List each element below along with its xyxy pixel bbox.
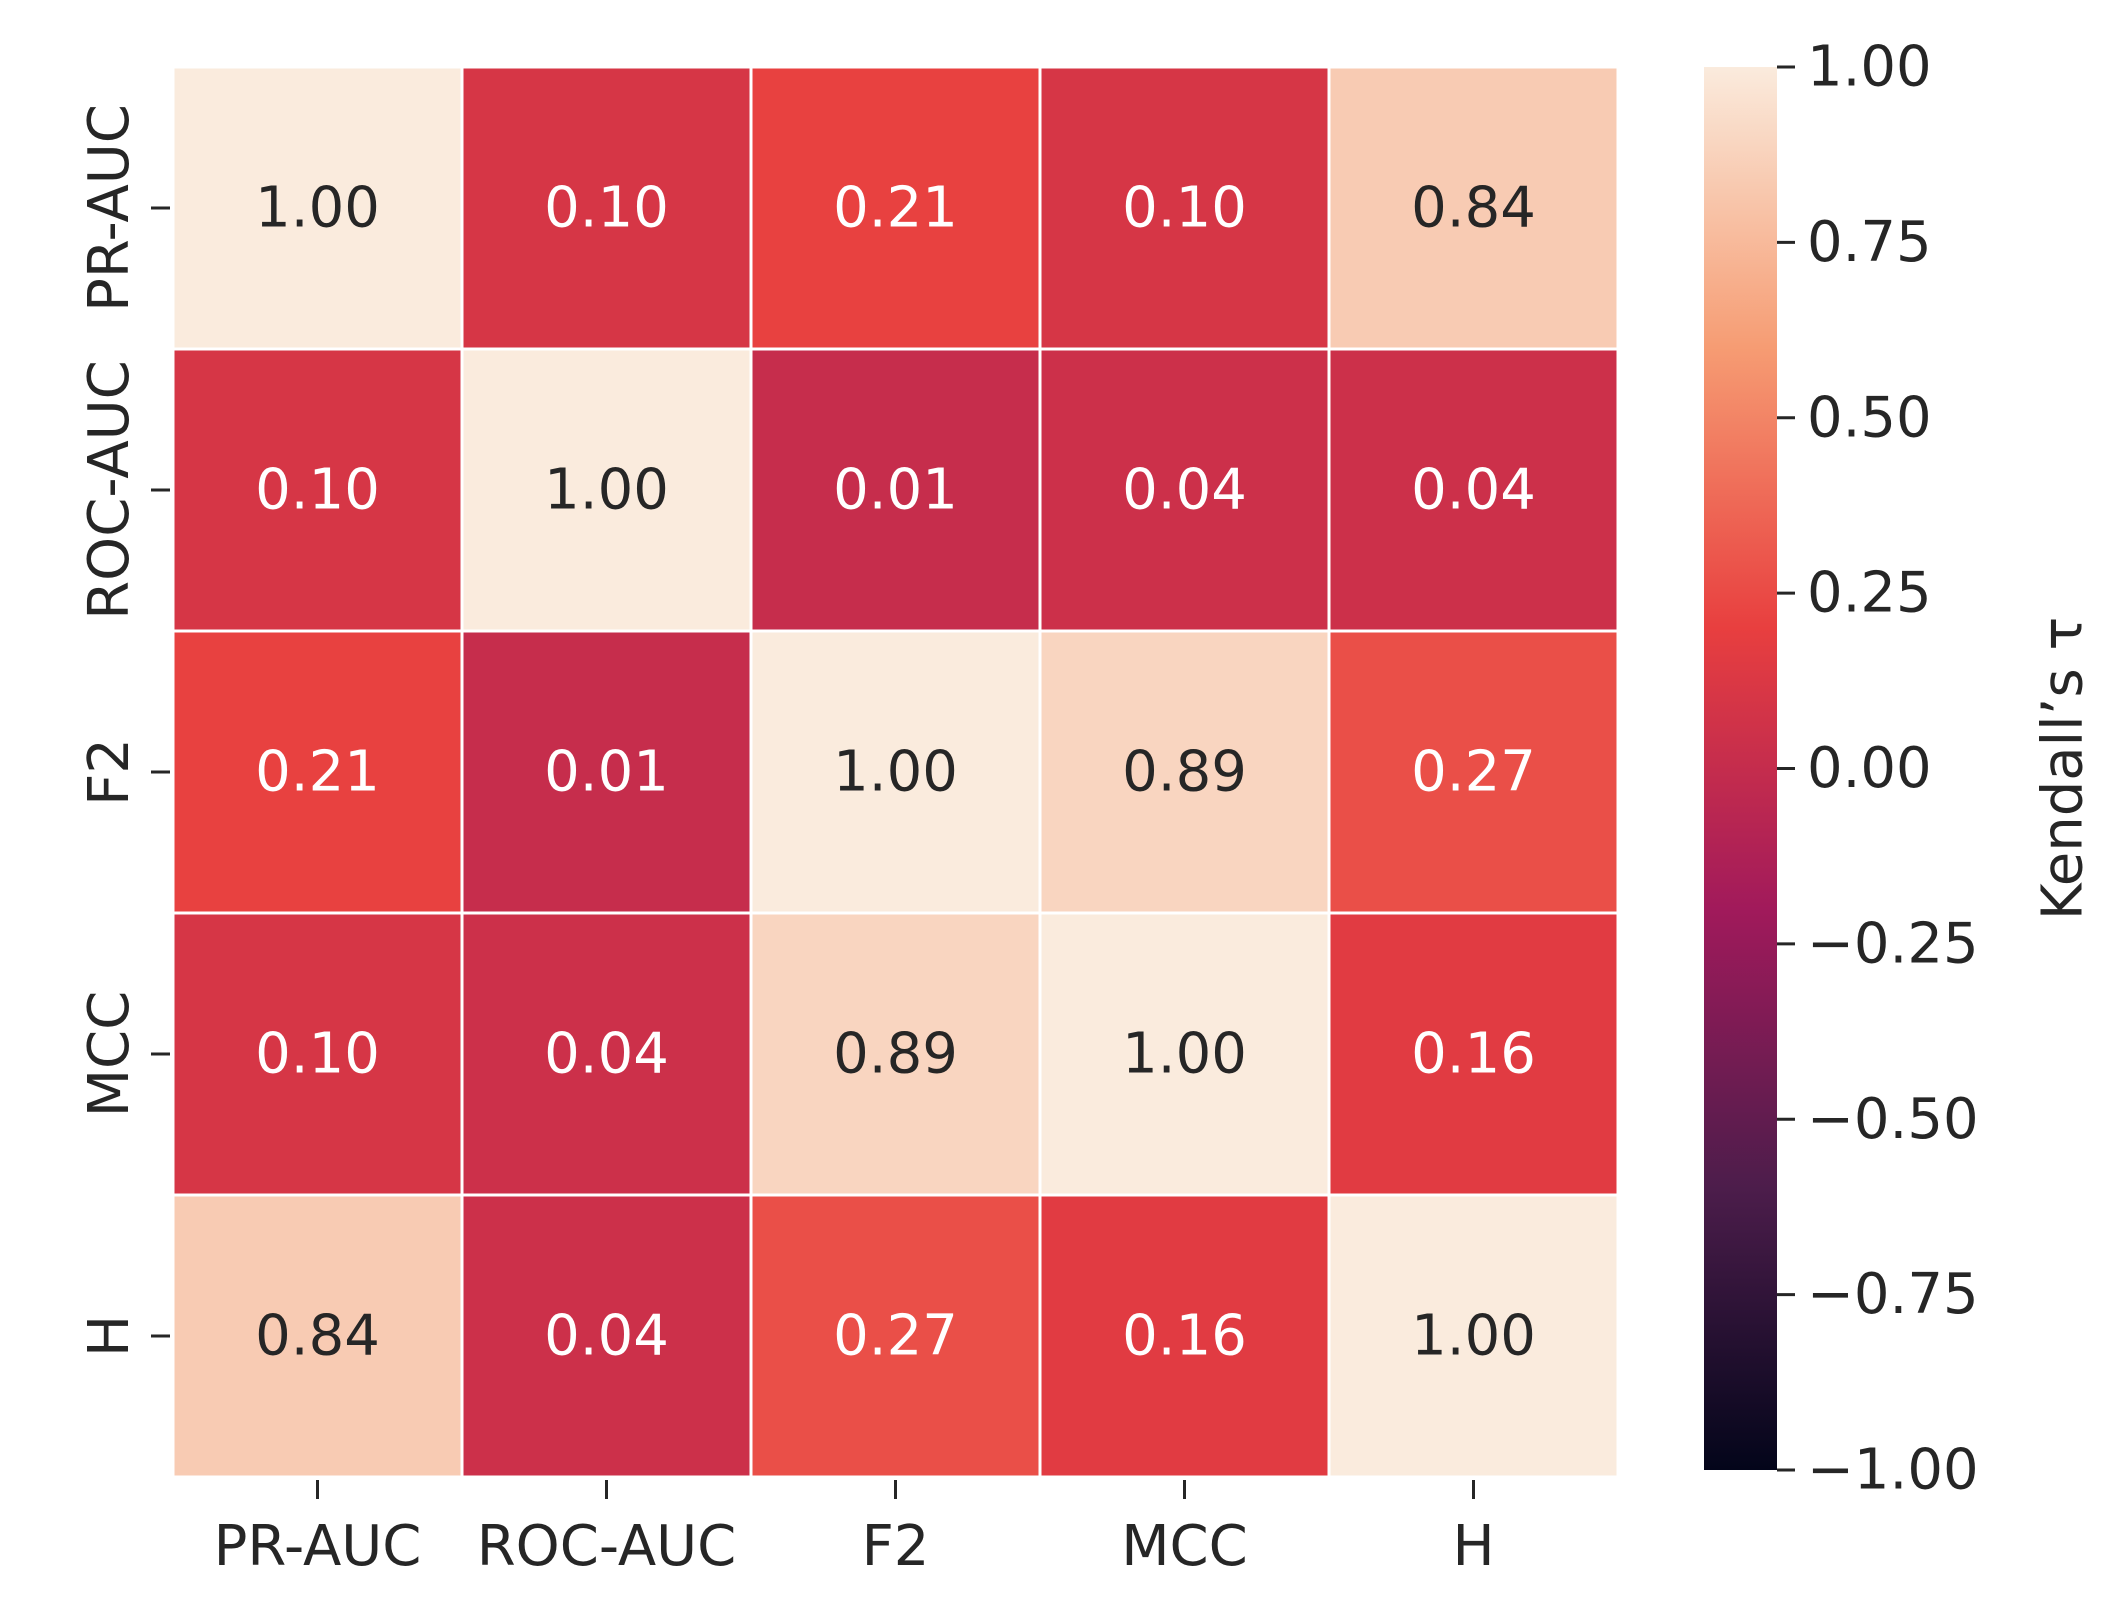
cell-value-label: 0.10 bbox=[1122, 176, 1247, 241]
y-tick-label-f2: F2 bbox=[77, 738, 142, 806]
heatmap-cell-mcc-pr-auc bbox=[171, 911, 464, 1197]
cell-value-label: 0.01 bbox=[544, 740, 669, 805]
y-axis: PR-AUC ROC-AUC F2 MCC H bbox=[77, 104, 170, 1357]
heatmap-cell-mcc-roc-auc bbox=[460, 911, 753, 1197]
cell-value-label: 0.16 bbox=[1122, 1304, 1247, 1369]
heatmap-cell-f2-mcc bbox=[1038, 629, 1331, 915]
y-tick-label-pr-auc: PR-AUC bbox=[77, 104, 142, 312]
x-tick-label-f2: F2 bbox=[862, 1514, 930, 1579]
colorbar-tick-label: −1.00 bbox=[1807, 1438, 1979, 1503]
colorbar-tick-label: −0.75 bbox=[1807, 1262, 1979, 1327]
colorbar-tick-label: 0.50 bbox=[1807, 385, 1932, 450]
cell-value-label: 0.04 bbox=[1122, 458, 1247, 523]
colorbar-tick-label: −0.25 bbox=[1807, 911, 1979, 976]
cell-value-label: 0.27 bbox=[1411, 740, 1536, 805]
y-tick-label-h: H bbox=[77, 1315, 142, 1357]
cell-value-label: 0.04 bbox=[544, 1022, 669, 1087]
cell-value-label: 1.00 bbox=[1122, 1022, 1247, 1087]
heatmap-cell-pr-auc-pr-auc bbox=[171, 65, 464, 351]
heatmap-cell-h-h bbox=[1327, 1193, 1620, 1479]
colorbar-label: Kendall’s τ bbox=[2031, 617, 2096, 920]
cell-value-label: 0.10 bbox=[544, 176, 669, 241]
colorbar-tick-label: 0.25 bbox=[1807, 561, 1932, 626]
heatmap-cell-roc-auc-f2 bbox=[749, 347, 1042, 633]
heatmap-cell-pr-auc-mcc bbox=[1038, 65, 1331, 351]
heatmap-cell-h-pr-auc bbox=[171, 1193, 464, 1479]
y-tick-label-mcc: MCC bbox=[77, 991, 142, 1118]
heatmap-cell-pr-auc-roc-auc bbox=[460, 65, 753, 351]
heatmap-cell-h-roc-auc bbox=[460, 1193, 753, 1479]
x-tick-label-roc-auc: ROC-AUC bbox=[477, 1514, 736, 1579]
colorbar: 1.00 0.75 0.50 0.25 0.00 −0.25 −0.50 −0.75 −1.00… bbox=[1704, 35, 2096, 1503]
heatmap-cell-roc-auc-h bbox=[1327, 347, 1620, 633]
heatmap-cell-f2-f2 bbox=[749, 629, 1042, 915]
cell-value-label: 0.04 bbox=[1411, 458, 1536, 523]
heatmap-cell-mcc-f2 bbox=[749, 911, 1042, 1197]
heatmap-cell-mcc-h bbox=[1327, 911, 1620, 1197]
colorbar-tick-label: 0.75 bbox=[1807, 210, 1932, 275]
cell-value-label: 1.00 bbox=[255, 176, 380, 241]
heatmap-cell-h-f2 bbox=[749, 1193, 1042, 1479]
heatmap-cell-f2-h bbox=[1327, 629, 1620, 915]
colorbar-tick-label: 1.00 bbox=[1807, 35, 1932, 100]
x-tick-label-h: H bbox=[1452, 1514, 1494, 1579]
cell-value-label: 1.00 bbox=[833, 740, 958, 805]
cell-value-label: 0.89 bbox=[833, 1022, 958, 1087]
cell-value-label: 0.84 bbox=[1411, 176, 1536, 241]
cell-value-label: 0.04 bbox=[544, 1304, 669, 1369]
heatmap-cells: 1.00 0.10 0.21 0.10 0.84 0.10 1.00 0.01 0.04 0.04… bbox=[171, 65, 1620, 1479]
colorbar-tick-label: −0.50 bbox=[1807, 1087, 1979, 1152]
cell-value-label: 0.01 bbox=[833, 458, 958, 523]
heatmap-cell-pr-auc-f2 bbox=[749, 65, 1042, 351]
y-tick-label-roc-auc: ROC-AUC bbox=[77, 360, 142, 619]
colorbar-tick-label: 0.00 bbox=[1807, 736, 1932, 801]
cell-value-label: 1.00 bbox=[1411, 1304, 1536, 1369]
x-tick-label-pr-auc: PR-AUC bbox=[214, 1514, 422, 1579]
cell-value-label: 0.21 bbox=[833, 176, 958, 241]
cell-value-label: 0.10 bbox=[255, 1022, 380, 1087]
heatmap-cell-roc-auc-pr-auc bbox=[171, 347, 464, 633]
cell-value-label: 1.00 bbox=[544, 458, 669, 523]
cell-value-label: 0.21 bbox=[255, 740, 380, 805]
heatmap-cell-f2-roc-auc bbox=[460, 629, 753, 915]
heatmap-cell-pr-auc-h bbox=[1327, 65, 1620, 351]
x-axis: PR-AUC ROC-AUC F2 MCC H bbox=[214, 1480, 1495, 1579]
cell-value-label: 0.27 bbox=[833, 1304, 958, 1369]
cell-value-label: 0.89 bbox=[1122, 740, 1247, 805]
x-tick-label-mcc: MCC bbox=[1121, 1514, 1248, 1579]
colorbar-gradient bbox=[1704, 67, 1777, 1470]
cell-value-label: 0.10 bbox=[255, 458, 380, 523]
cell-value-label: 0.84 bbox=[255, 1304, 380, 1369]
cell-value-label: 0.16 bbox=[1411, 1022, 1536, 1087]
heatmap-cell-mcc-mcc bbox=[1038, 911, 1331, 1197]
